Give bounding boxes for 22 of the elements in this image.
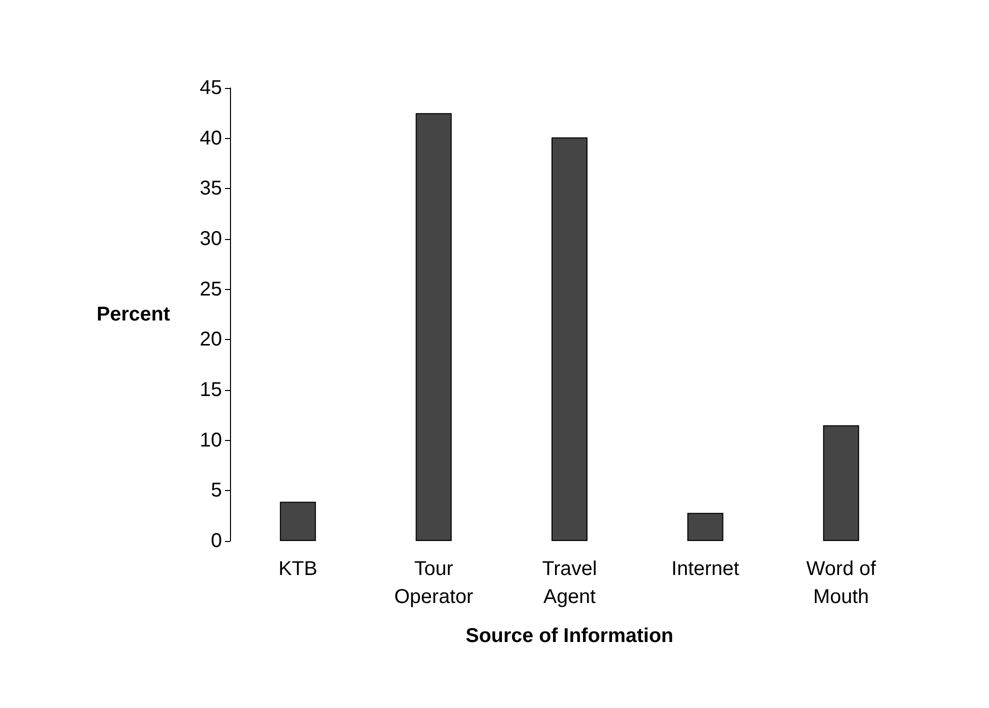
x-tick-label: KTB: [278, 558, 318, 580]
x-axis-title: Source of Information: [466, 625, 674, 647]
y-tick-label: 10: [200, 429, 222, 452]
bar: [552, 137, 588, 541]
x-tick-label: Word of Mouth: [806, 558, 876, 608]
y-tick-label: 5: [210, 480, 222, 502]
y-tick-label: 0: [210, 530, 222, 552]
y-tick-label: 45: [200, 77, 222, 99]
y-tick-label: 30: [200, 228, 222, 250]
x-tick-label: Internet: [671, 558, 740, 580]
x-tick-label: Tour Operator: [394, 558, 474, 608]
bar: [823, 425, 860, 541]
bar: [416, 113, 452, 541]
y-tick-label: 40: [200, 127, 222, 150]
x-tick-label: Travel Agent: [542, 558, 597, 608]
y-axis-title: Percent: [96, 304, 170, 326]
y-tick-label: 35: [200, 178, 222, 200]
y-tick-label: 20: [200, 328, 222, 351]
bar: [687, 512, 724, 541]
bar: [280, 502, 316, 541]
y-tick-label: 25: [200, 278, 222, 300]
y-tick-label: 15: [200, 379, 222, 401]
